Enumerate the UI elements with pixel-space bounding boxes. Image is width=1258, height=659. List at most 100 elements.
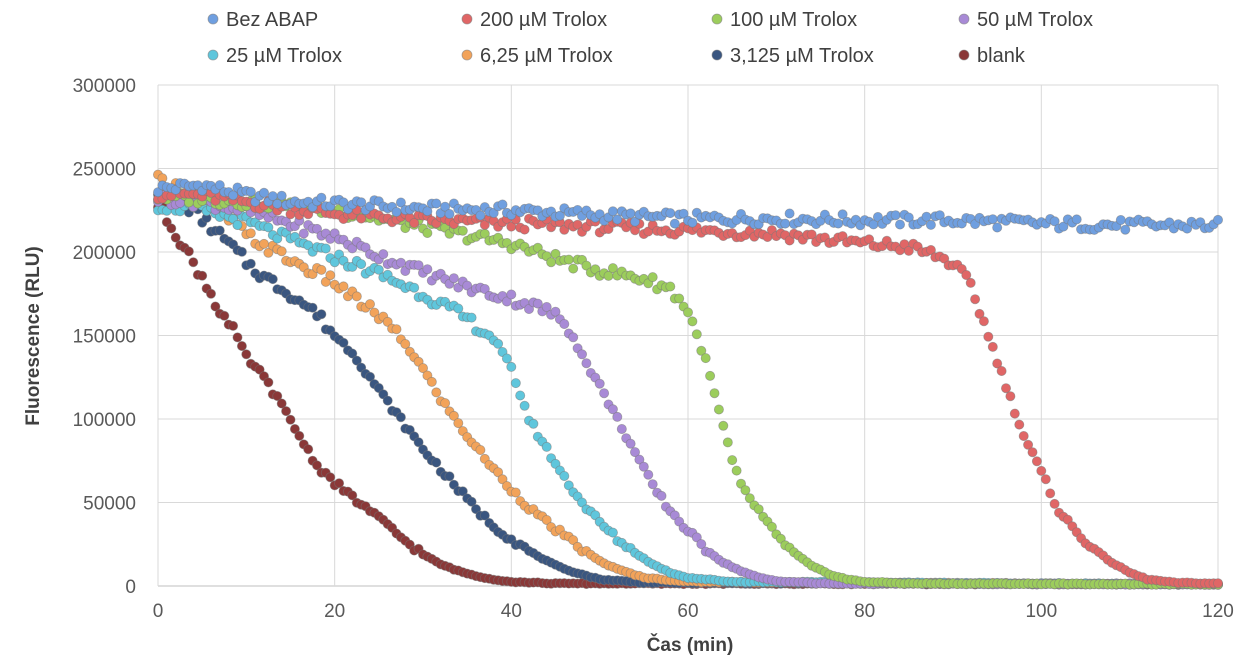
- data-point: [400, 338, 411, 349]
- data-point: [294, 430, 305, 441]
- data-point: [316, 309, 327, 320]
- data-point: [272, 390, 283, 401]
- data-point: [563, 254, 574, 265]
- data-point: [722, 437, 733, 448]
- data-point: [978, 316, 989, 327]
- data-point: [431, 387, 442, 398]
- y-tick-label: 50000: [83, 494, 136, 515]
- x-tick-label: 40: [501, 601, 522, 622]
- y-tick-label: 100000: [73, 410, 136, 431]
- data-point: [683, 307, 694, 318]
- data-point: [541, 441, 552, 452]
- data-point: [316, 264, 327, 275]
- data-point: [925, 244, 936, 255]
- data-point: [501, 353, 512, 364]
- data-point: [188, 257, 199, 268]
- data-point: [395, 412, 406, 423]
- data-point: [506, 361, 517, 372]
- data-point: [263, 377, 274, 388]
- data-point: [696, 539, 707, 550]
- data-point: [501, 296, 512, 307]
- data-point: [1213, 214, 1224, 225]
- data-point: [1018, 430, 1029, 441]
- data-point: [665, 281, 676, 292]
- data-point: [298, 228, 309, 239]
- x-tick-label: 20: [324, 601, 345, 622]
- data-point: [1040, 474, 1051, 485]
- data-point: [426, 376, 437, 387]
- data-point: [1031, 456, 1042, 467]
- data-point: [373, 264, 384, 275]
- data-point: [272, 198, 283, 209]
- data-point: [687, 316, 698, 327]
- data-point: [334, 478, 345, 489]
- data-point: [166, 223, 177, 234]
- y-tick-label: 250000: [73, 160, 136, 181]
- data-point: [183, 246, 194, 257]
- data-point: [987, 341, 998, 352]
- legend-item: 6,25 µM Trolox: [461, 45, 613, 67]
- data-point: [479, 510, 490, 521]
- data-point: [581, 358, 592, 369]
- data-point: [351, 291, 362, 302]
- legend-item: 50 µM Trolox: [958, 9, 1093, 31]
- x-tick-label: 60: [677, 601, 698, 622]
- data-point: [903, 212, 914, 223]
- data-point: [475, 444, 486, 455]
- data-point: [444, 208, 455, 219]
- y-tick-label: 0: [125, 577, 136, 598]
- data-point: [934, 210, 945, 221]
- data-point: [1023, 439, 1034, 450]
- data-point: [784, 208, 795, 219]
- y-tick-label: 150000: [73, 327, 136, 348]
- data-point: [391, 206, 402, 217]
- data-point: [466, 496, 477, 507]
- legend-item: 200 µM Trolox: [461, 9, 607, 31]
- data-point: [594, 378, 605, 389]
- data-point: [766, 521, 777, 532]
- data-point: [665, 208, 676, 219]
- data-point: [316, 192, 327, 203]
- data-point: [1115, 214, 1126, 225]
- data-point: [338, 337, 349, 348]
- data-point: [183, 197, 194, 208]
- legend-marker: [461, 13, 473, 25]
- data-point: [806, 229, 817, 240]
- legend-label: 200 µM Trolox: [480, 9, 607, 31]
- data-point: [245, 186, 256, 197]
- data-point: [466, 312, 477, 323]
- data-point: [440, 398, 451, 409]
- data-point: [515, 390, 526, 401]
- x-tick-label: 120: [1202, 601, 1234, 622]
- y-axis-title: Fluorescence (RLU): [23, 246, 44, 425]
- data-point: [895, 219, 906, 230]
- data-point: [245, 228, 256, 239]
- data-point: [417, 363, 428, 374]
- data-point: [440, 201, 451, 212]
- data-point: [753, 504, 764, 515]
- data-point: [1005, 391, 1016, 402]
- data-point: [890, 210, 901, 221]
- data-point: [422, 227, 433, 238]
- data-point: [510, 378, 521, 389]
- legend-label: 25 µM Trolox: [226, 45, 342, 67]
- data-point: [744, 493, 755, 504]
- data-point: [228, 320, 239, 331]
- data-point: [1036, 465, 1047, 476]
- data-point: [559, 318, 570, 329]
- data-point: [599, 388, 610, 399]
- data-point: [347, 490, 358, 501]
- data-point: [718, 420, 729, 431]
- data-point: [961, 269, 972, 280]
- data-point: [444, 471, 455, 482]
- data-point: [285, 414, 296, 425]
- legend-label: 3,125 µM Trolox: [730, 45, 874, 67]
- data-point: [691, 329, 702, 340]
- data-point: [674, 293, 685, 304]
- data-point: [413, 437, 424, 448]
- data-point: [656, 490, 667, 501]
- data-point: [510, 487, 521, 498]
- data-point: [232, 332, 243, 343]
- data-point: [687, 217, 698, 228]
